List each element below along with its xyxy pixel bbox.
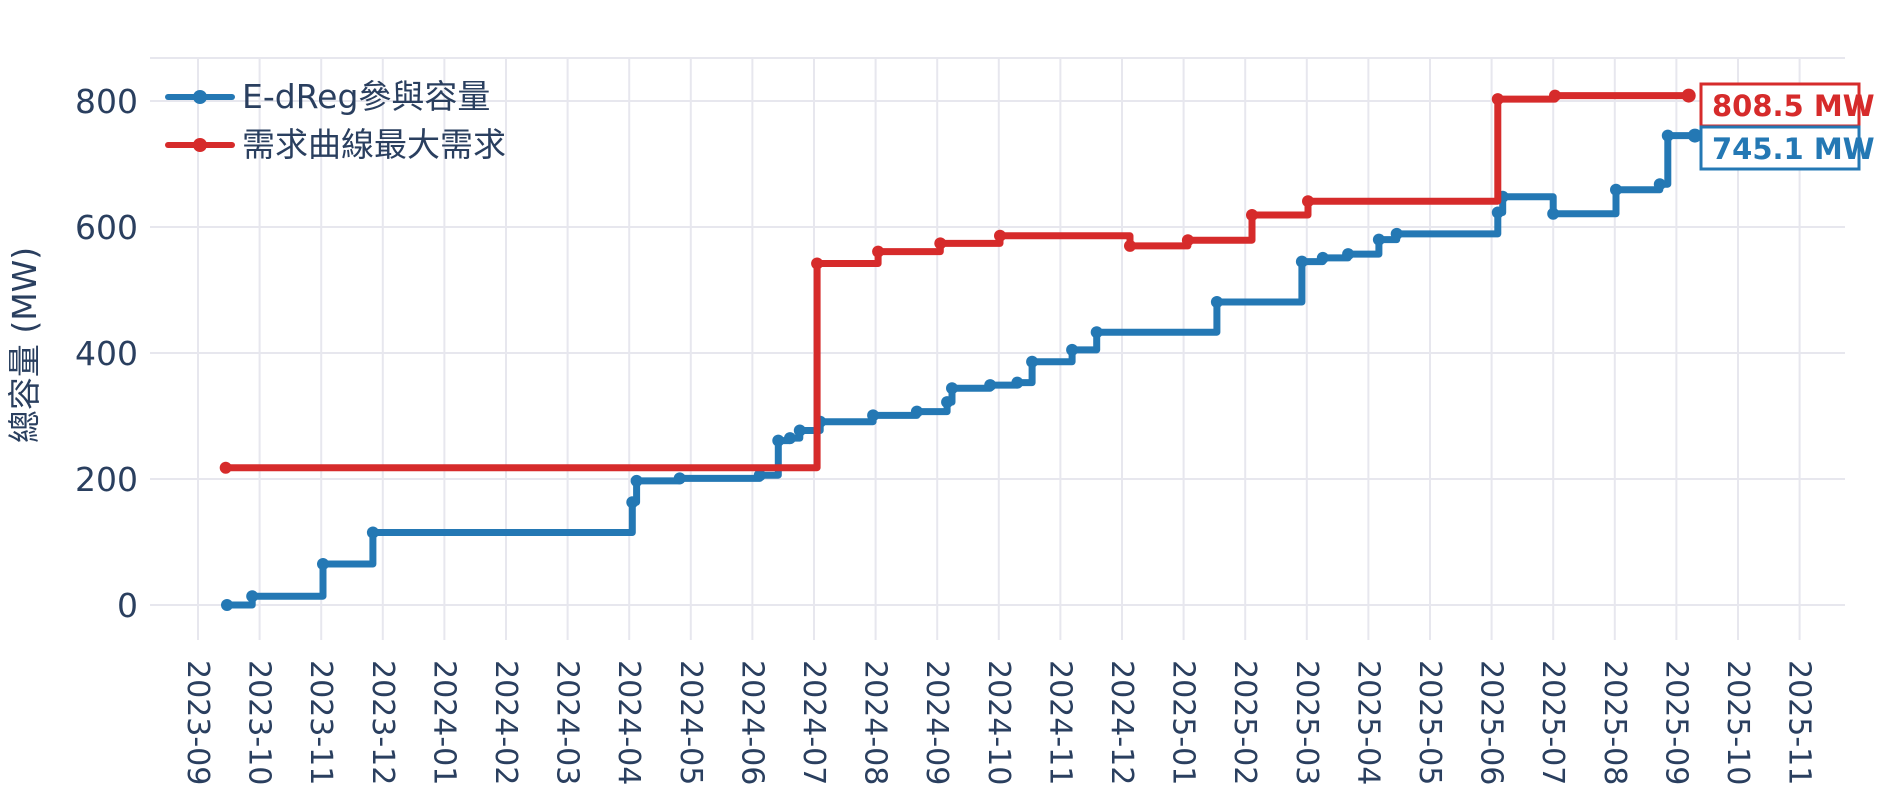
series-marker-edreg (1090, 326, 1103, 339)
series-marker-edreg (1491, 206, 1504, 219)
x-tick-label: 2024-12 (1104, 660, 1139, 785)
series-marker-demand (994, 229, 1006, 242)
series-marker-edreg (793, 424, 806, 437)
x-tick-label: 2024-03 (550, 660, 585, 785)
legend: E-dReg參與容量 需求曲線最大需求 (165, 77, 506, 164)
series-marker-edreg (1372, 233, 1385, 246)
series-marker-demand (1549, 89, 1561, 102)
series-marker-demand (1491, 93, 1504, 106)
series-marker-edreg (753, 469, 766, 482)
x-tick-label: 2025-10 (1720, 660, 1755, 785)
series-marker-edreg (1066, 343, 1079, 356)
annotation-box-edreg (1699, 125, 1861, 171)
series-marker-demand (934, 237, 947, 250)
series-marker-edreg (910, 405, 923, 418)
series-marker-edreg (1653, 178, 1666, 191)
series-marker-edreg (1316, 251, 1329, 264)
series-marker-demand (219, 461, 232, 474)
series-marker-edreg (366, 526, 379, 539)
legend-label-demand: 需求曲線最大需求 (242, 125, 506, 164)
legend-marker-demand-icon (193, 138, 207, 152)
x-tick-label: 2023-09 (180, 660, 215, 785)
annotation-edreg: 745.1 MW (1699, 125, 1875, 171)
legend-label-edreg: E-dReg參與容量 (242, 77, 490, 116)
series-marker-edreg (673, 472, 686, 485)
annotation-value-demand: 808.5 MW (1712, 89, 1875, 123)
series-marker-demand (1302, 195, 1314, 208)
series-marker-edreg (984, 379, 997, 392)
series-marker-edreg (246, 590, 259, 603)
series-marker-demand (1246, 209, 1258, 221)
y-tick-label: 800 (75, 82, 138, 121)
plot-area: 2023-09 2023-10 2023-11 2023-12 2024-01 2024-… (75, 57, 1845, 785)
series-endpoint-demand (1681, 88, 1696, 103)
series-marker-edreg (1342, 248, 1355, 261)
x-tick-label: 2024-05 (673, 660, 708, 785)
series-marker-edreg (784, 432, 796, 445)
series-marker-edreg (941, 396, 954, 409)
series-marker-demand (1124, 239, 1136, 252)
series-marker-edreg (867, 409, 880, 422)
x-tick-label: 2023-11 (303, 660, 338, 785)
series-marker-demand (1181, 234, 1194, 247)
series-marker-edreg (1295, 255, 1308, 268)
x-tick-label: 2024-07 (796, 660, 831, 785)
y-tick-label: 400 (75, 334, 138, 373)
series-marker-edreg (772, 434, 785, 447)
x-tick-label: 2025-09 (1658, 660, 1693, 785)
series-marker-edreg (317, 558, 329, 570)
series-marker-edreg (1026, 355, 1039, 368)
series-marker-edreg (1011, 376, 1024, 389)
x-tick-label: 2023-10 (242, 660, 277, 785)
x-tick-label: 2024-08 (858, 660, 893, 785)
x-tick-label: 2024-11 (1042, 660, 1077, 785)
annotation-value-edreg: 745.1 MW (1712, 132, 1875, 166)
series-marker-edreg (1547, 207, 1560, 220)
x-tick-label: 2025-07 (1535, 660, 1570, 785)
series-marker-edreg (1661, 129, 1674, 142)
x-tick-label: 2024-06 (734, 660, 769, 785)
series-marker-edreg (630, 474, 643, 487)
y-axis-title: 總容量 (MW) (5, 247, 44, 443)
series-marker-edreg (626, 496, 639, 509)
x-tick-label: 2024-01 (426, 660, 461, 785)
series-line-edreg (223, 132, 1699, 609)
x-tick-label: 2025-08 (1597, 660, 1632, 785)
y-tick-label: 200 (75, 460, 138, 499)
x-tick-label: 2025-01 (1166, 660, 1201, 785)
series-endpoint-edreg (1687, 128, 1702, 143)
series-marker-edreg (946, 382, 958, 395)
y-tick-label: 0 (117, 586, 138, 625)
series-marker-edreg (1210, 296, 1223, 308)
series-marker-edreg (221, 599, 233, 611)
x-tick-label: 2025-05 (1412, 660, 1447, 785)
x-tick-label: 2025-04 (1350, 660, 1385, 785)
x-tick-label: 2025-02 (1227, 660, 1262, 785)
x-tick-label: 2024-10 (981, 660, 1016, 785)
annotation-max-demand: 808.5 MW (1699, 82, 1875, 128)
x-tick-label: 2025-06 (1474, 660, 1509, 785)
series-marker-edreg (1390, 227, 1403, 240)
series-marker-demand (872, 245, 885, 258)
legend-marker-edreg-icon (193, 90, 207, 104)
series-marker-edreg (1610, 183, 1622, 196)
x-tick-label: 2025-11 (1782, 660, 1817, 785)
x-tick-label: 2023-12 (365, 660, 400, 785)
x-tick-label: 2024-04 (611, 660, 646, 785)
x-tick-label: 2024-09 (919, 660, 954, 785)
x-tick-label: 2025-03 (1289, 660, 1324, 785)
series-marker-demand (811, 257, 824, 270)
x-tick-label: 2024-02 (488, 660, 523, 785)
y-tick-label: 600 (75, 208, 138, 247)
